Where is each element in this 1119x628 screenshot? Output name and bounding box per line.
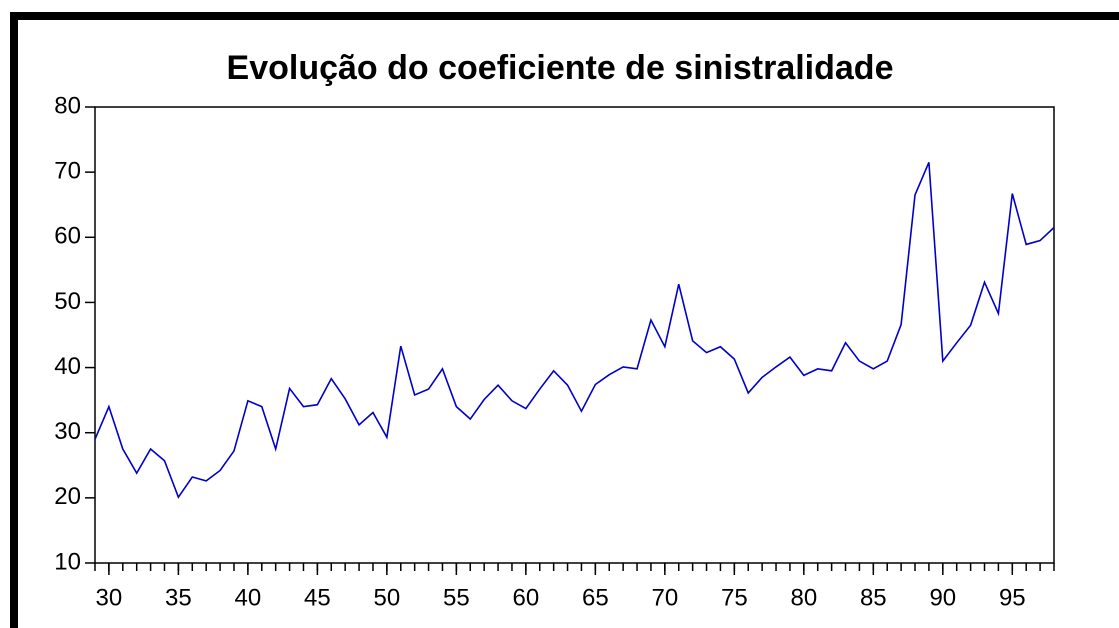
- x-tick-label: 95: [999, 584, 1026, 611]
- x-tick-label: 60: [513, 584, 540, 611]
- x-tick-label: 85: [860, 584, 887, 611]
- frame-left: [10, 12, 18, 628]
- x-tick-label: 70: [651, 584, 678, 611]
- y-tick-label: 20: [54, 483, 81, 510]
- x-tick-label: 30: [96, 584, 123, 611]
- data-line: [94, 162, 1055, 499]
- y-tick-label: 30: [54, 418, 81, 445]
- y-tick-label: 50: [54, 288, 81, 315]
- y-tick-label: 70: [54, 157, 81, 184]
- y-tick-label: 40: [54, 353, 81, 380]
- x-tick-label: 55: [443, 584, 470, 611]
- y-tick-label: 60: [54, 223, 81, 250]
- y-tick-label: 10: [54, 548, 81, 575]
- x-tick-label: 80: [790, 584, 817, 611]
- chart-title: Evolução do coeficiente de sinistralidad…: [227, 49, 894, 87]
- x-tick-label: 35: [165, 584, 192, 611]
- x-tick-label: 90: [929, 584, 956, 611]
- frame-top: [10, 12, 1119, 20]
- x-tick-label: 75: [721, 584, 748, 611]
- plot-frame: [94, 106, 1055, 564]
- x-tick-label: 40: [235, 584, 262, 611]
- y-tick-label: 80: [54, 92, 81, 119]
- x-tick-label: 45: [304, 584, 331, 611]
- x-tick-label: 65: [582, 584, 609, 611]
- x-tick-label: 50: [374, 584, 401, 611]
